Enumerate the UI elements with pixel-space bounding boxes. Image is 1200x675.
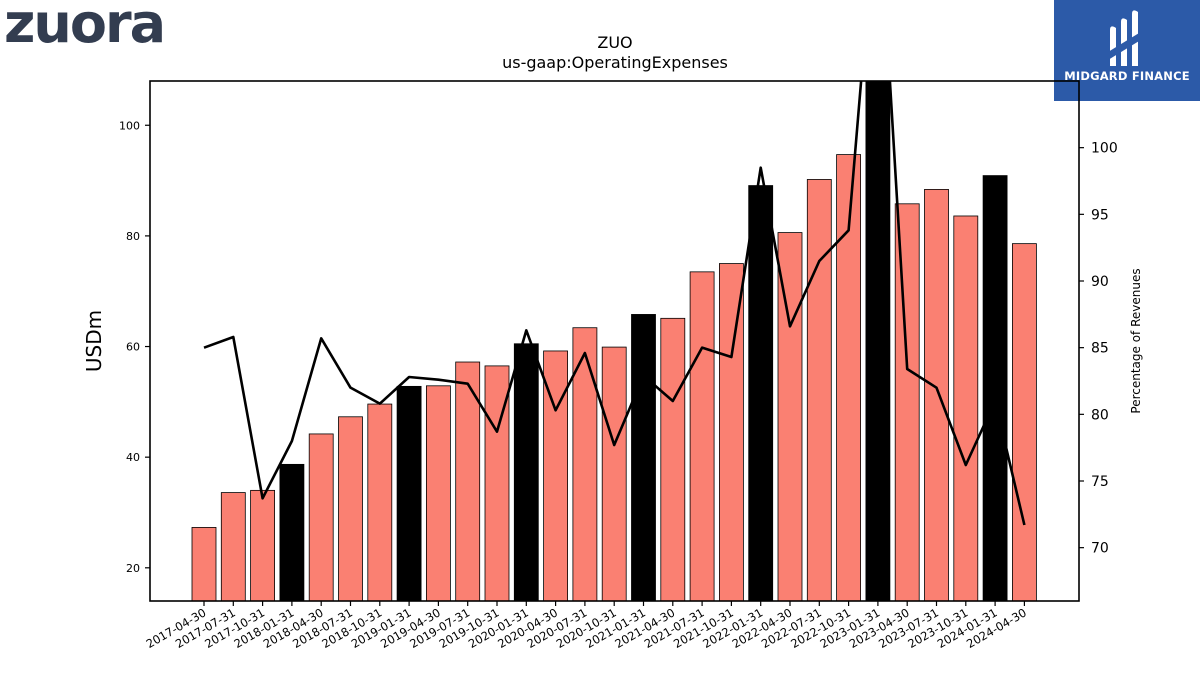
right-tick-label: 100 [1091,141,1118,157]
bar-2024-01-31 [982,175,1008,601]
bar-2017-07-31 [220,492,246,601]
chart-title: ZUO [597,33,632,52]
right-tick-label: 70 [1091,541,1109,557]
bar-2021-04-30 [660,317,686,601]
right-tick-label: 80 [1091,407,1109,423]
bar-2019-07-31 [455,361,481,601]
left-tick-label: 40 [126,451,140,464]
bar-2020-07-31 [572,327,598,601]
bar-2023-01-31 [865,81,891,601]
midgard-finance-wordmark: MIDGARD FINANCE [1064,69,1190,83]
bar-2019-04-30 [425,385,451,601]
bar-2021-10-31 [719,263,744,601]
left-tick-label: 60 [126,341,140,354]
bar-2024-04-30 [1012,243,1037,601]
right-axis-ticks: 70 75 80 85 90 95 100 [1079,141,1118,557]
bars-group [191,81,1037,601]
bar-2023-10-31 [953,215,979,601]
left-axis-ticks: 20 40 60 80 100 [119,119,150,575]
right-tick-label: 85 [1091,341,1109,357]
percentage-of-revenues-line [203,81,1026,526]
bar-2018-04-30 [308,433,334,601]
left-tick-label: 20 [126,562,140,575]
right-tick-label: 90 [1091,274,1109,290]
midgard-mark-icon [1108,10,1144,66]
zuora-logo: zuora [4,0,166,55]
bar-2023-04-30 [894,203,920,601]
bar-2023-07-31 [924,189,949,601]
bar-2021-07-31 [689,271,715,601]
bar-2022-07-31 [806,179,832,601]
bar-2020-01-31 [513,343,539,601]
bar-2022-01-31 [748,185,774,601]
bar-2019-01-31 [396,385,422,601]
bar-2018-07-31 [338,416,363,601]
bar-2021-01-31 [631,314,656,601]
midgard-finance-logo: MIDGARD FINANCE [1054,0,1200,101]
right-tick-label: 75 [1091,474,1109,490]
left-tick-label: 100 [119,119,140,132]
bar-2018-01-31 [279,463,305,601]
chart-subtitle: us-gaap:OperatingExpenses [502,53,728,72]
bar-2017-10-31 [250,489,276,601]
bar-2022-04-30 [777,232,803,601]
left-tick-label: 80 [126,230,140,243]
right-tick-label: 95 [1091,207,1109,223]
bar-2018-10-31 [367,403,393,601]
y2-axis-label: Percentage of Revenues [1129,268,1143,413]
bar-2020-10-31 [601,346,627,601]
x-axis-ticks: 2017-04-302017-07-312017-10-312018-01-31… [144,601,1029,651]
y-axis-label: USDm [82,310,106,372]
bar-2017-04-30 [191,527,217,601]
